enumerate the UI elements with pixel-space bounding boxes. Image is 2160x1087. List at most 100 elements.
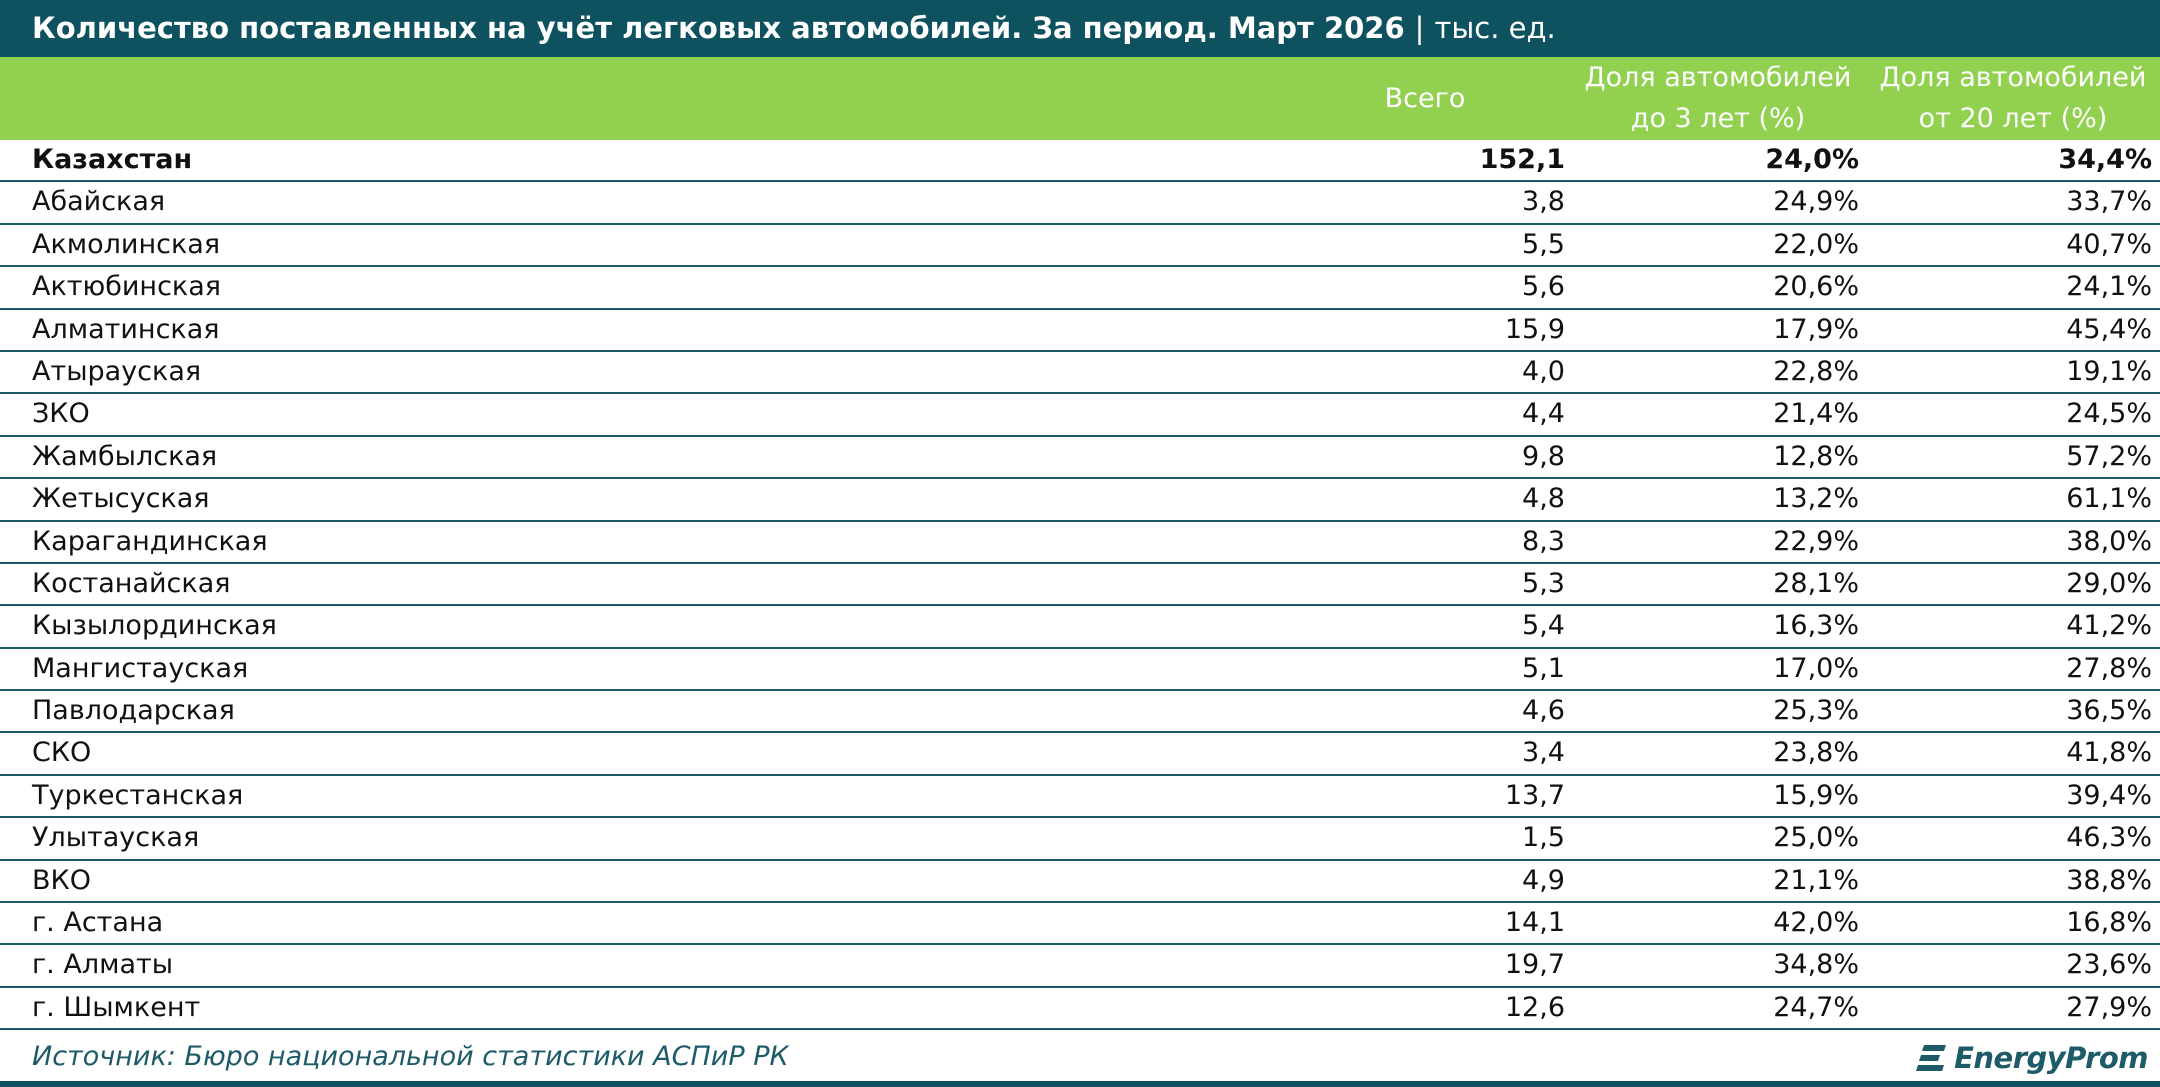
row-value-under3: 16,3% xyxy=(1773,610,1859,642)
table-row: Алматинская 15,9 17,9% 45,4% xyxy=(0,310,2160,352)
row-value-total: 1,5 xyxy=(1522,822,1565,854)
row-value-over20: 38,0% xyxy=(2066,525,2152,557)
row-value-total: 5,6 xyxy=(1522,271,1565,303)
brand-logo: EnergyProm xyxy=(1914,1038,2148,1078)
row-region-name: Жетысуская xyxy=(32,483,210,515)
row-value-over20: 16,8% xyxy=(2066,907,2152,939)
table-row: СКО 3,4 23,8% 41,8% xyxy=(0,733,2160,776)
row-region-name: Костанайская xyxy=(32,567,231,599)
brand-logo-text: EnergyProm xyxy=(1954,1041,2148,1075)
row-value-under3: 23,8% xyxy=(1773,737,1859,769)
row-region-name: Мангистауская xyxy=(32,652,249,684)
row-value-over20: 40,7% xyxy=(2066,228,2152,260)
column-header-over20: Доля автомобилей от 20 лет (%) xyxy=(1863,57,2160,140)
row-value-over20: 46,3% xyxy=(2066,822,2152,854)
row-value-under3: 24,9% xyxy=(1773,186,1859,218)
row-value-over20: 38,8% xyxy=(2066,864,2152,896)
row-region-name: Туркестанская xyxy=(32,779,244,811)
row-value-over20: 57,2% xyxy=(2066,440,2152,472)
row-value-over20: 24,5% xyxy=(2066,398,2152,430)
row-value-total: 152,1 xyxy=(1479,144,1565,175)
column-header-row: Всего Доля автомобилей до 3 лет (%) Доля… xyxy=(0,57,2160,140)
row-value-total: 12,6 xyxy=(1504,991,1565,1023)
row-value-under3: 17,0% xyxy=(1773,652,1859,684)
column-header-total-label: Всего xyxy=(1384,83,1466,114)
table-row: Туркестанская 13,7 15,9% 39,4% xyxy=(0,776,2160,819)
row-value-under3: 13,2% xyxy=(1773,483,1859,515)
table-row: Жетысуская 4,8 13,2% 61,1% xyxy=(0,479,2160,522)
row-value-under3: 25,0% xyxy=(1773,822,1859,854)
row-region-name: Актюбинская xyxy=(32,271,222,303)
table-body: Казахстан 152,1 24,0% 34,4% Абайская 3,8 24,9%… xyxy=(0,140,2160,1031)
row-value-under3: 22,8% xyxy=(1773,355,1859,387)
row-region-name: Павлодарская xyxy=(32,695,235,727)
row-region-name: г. Астана xyxy=(32,907,164,939)
row-value-over20: 24,1% xyxy=(2066,271,2152,303)
table-row: Атырауская 4,0 22,8% 19,1% xyxy=(0,352,2160,395)
table-row: г. Алматы 19,7 34,8% 23,6% xyxy=(0,945,2160,988)
row-value-under3: 24,0% xyxy=(1765,144,1859,175)
bottom-bar xyxy=(0,1081,2160,1087)
row-value-under3: 24,7% xyxy=(1773,991,1859,1023)
row-value-total: 19,7 xyxy=(1504,949,1565,981)
table-title: Количество поставленных на учёт легковых… xyxy=(32,11,1405,45)
row-value-total: 3,4 xyxy=(1522,737,1565,769)
row-value-under3: 21,4% xyxy=(1773,398,1859,430)
row-value-under3: 21,1% xyxy=(1773,864,1859,896)
row-value-total: 9,8 xyxy=(1522,440,1565,472)
row-value-over20: 36,5% xyxy=(2066,695,2152,727)
column-header-over20-line2: от 20 лет (%) xyxy=(1918,103,2108,134)
row-value-over20: 29,0% xyxy=(2066,567,2152,599)
row-value-total: 4,8 xyxy=(1522,483,1565,515)
row-region-name: Акмолинская xyxy=(32,228,221,260)
row-value-under3: 20,6% xyxy=(1773,271,1859,303)
table-row: г. Астана 14,1 42,0% 16,8% xyxy=(0,903,2160,946)
row-region-name: Атырауская xyxy=(32,355,202,387)
table-row: ЗКО 4,4 21,4% 24,5% xyxy=(0,394,2160,437)
row-value-over20: 23,6% xyxy=(2066,949,2152,981)
row-value-total: 13,7 xyxy=(1504,779,1565,811)
row-value-total: 4,9 xyxy=(1522,864,1565,896)
table-row-total: Казахстан 152,1 24,0% 34,4% xyxy=(0,140,2160,183)
row-value-total: 4,4 xyxy=(1522,398,1565,430)
row-value-total: 5,4 xyxy=(1522,610,1565,642)
row-value-over20: 27,9% xyxy=(2066,991,2152,1023)
row-region-name: Карагандинская xyxy=(32,525,268,557)
row-value-under3: 28,1% xyxy=(1773,567,1859,599)
row-value-under3: 17,9% xyxy=(1773,313,1859,345)
row-value-under3: 34,8% xyxy=(1773,949,1859,981)
table-row: Абайская 3,8 24,9% 33,7% xyxy=(0,182,2160,225)
row-value-total: 5,3 xyxy=(1522,567,1565,599)
row-region-name: г. Шымкент xyxy=(32,991,201,1023)
row-region-name: Улытауская xyxy=(32,822,200,854)
table-row: Актюбинская 5,6 20,6% 24,1% xyxy=(0,267,2160,310)
row-value-total: 15,9 xyxy=(1504,313,1565,345)
row-region-name: Жамбылская xyxy=(32,440,218,472)
table-row: Жамбылская 9,8 12,8% 57,2% xyxy=(0,437,2160,480)
table-row: Акмолинская 5,5 22,0% 40,7% xyxy=(0,225,2160,268)
row-value-under3: 12,8% xyxy=(1773,440,1859,472)
table-row: г. Шымкент 12,6 24,7% 27,9% xyxy=(0,988,2160,1031)
table-unit: тыс. ед. xyxy=(1434,11,1556,45)
table-row: Кызылординская 5,4 16,3% 41,2% xyxy=(0,606,2160,649)
row-region-name: Казахстан xyxy=(32,144,193,175)
table-row: Мангистауская 5,1 17,0% 27,8% xyxy=(0,649,2160,692)
row-region-name: Кызылординская xyxy=(32,610,277,642)
row-region-name: г. Алматы xyxy=(32,949,174,981)
table-row: Карагандинская 8,3 22,9% 38,0% xyxy=(0,522,2160,564)
title-bar: Количество поставленных на учёт легковых… xyxy=(0,0,2160,57)
row-value-over20: 41,2% xyxy=(2066,610,2152,642)
row-value-total: 4,0 xyxy=(1522,355,1565,387)
footer: Источник: Бюро национальной статистики А… xyxy=(0,1034,2160,1080)
column-header-under3-line2: до 3 лет (%) xyxy=(1630,103,1806,134)
row-value-over20: 33,7% xyxy=(2066,186,2152,218)
row-value-over20: 34,4% xyxy=(2058,144,2152,175)
row-value-over20: 19,1% xyxy=(2066,355,2152,387)
row-value-total: 5,5 xyxy=(1522,228,1565,260)
table-row: ВКО 4,9 21,1% 38,8% xyxy=(0,861,2160,904)
row-region-name: ВКО xyxy=(32,864,91,896)
row-value-under3: 42,0% xyxy=(1773,907,1859,939)
row-region-name: Алматинская xyxy=(32,313,220,345)
row-region-name: Абайская xyxy=(32,186,166,218)
column-header-under3: Доля автомобилей до 3 лет (%) xyxy=(1568,57,1868,140)
